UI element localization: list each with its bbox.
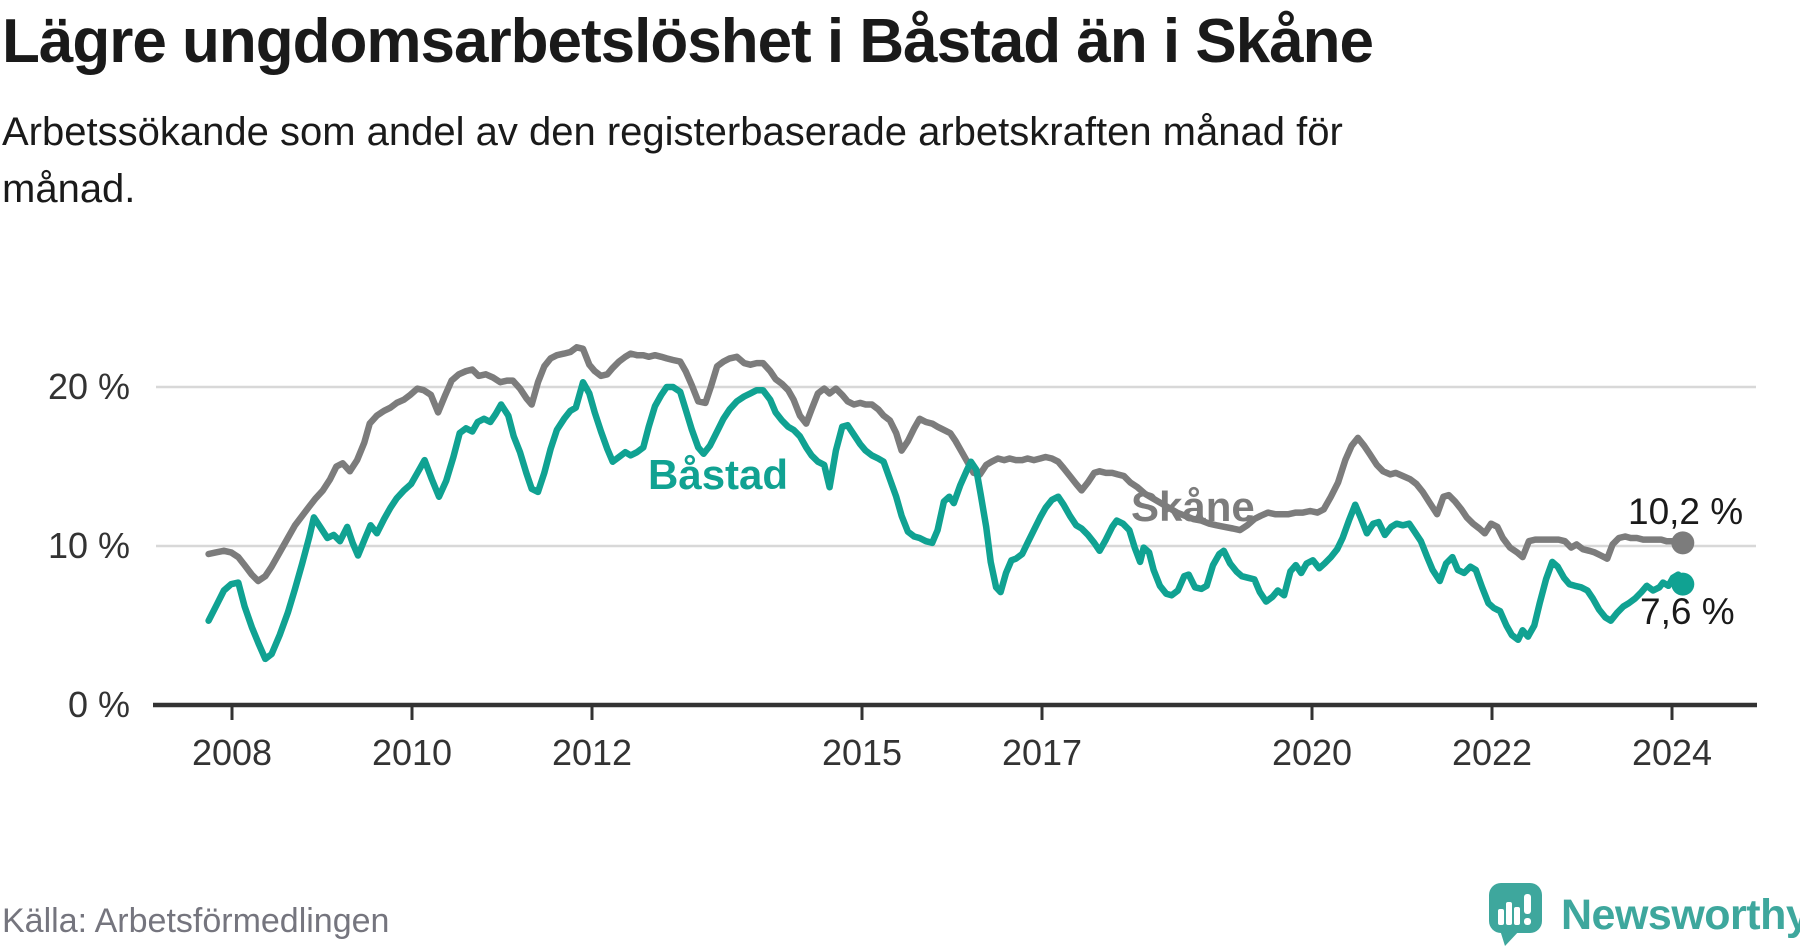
- y-axis-labels: 0 % 10 % 20 %: [48, 366, 130, 725]
- newsworthy-logo: Newsworthy: [1488, 882, 1800, 948]
- y-tick-label: 20 %: [48, 366, 130, 407]
- chart-subtitle: Arbetssökande som andel av den registerb…: [2, 110, 1343, 211]
- skane-end-value-label: 10,2 %: [1628, 491, 1743, 532]
- bastad-end-dot: [1671, 572, 1695, 596]
- y-tick-label: 0 %: [68, 684, 130, 725]
- skane-end-dot: [1671, 531, 1695, 555]
- chart-title: Lägre ungdomsarbetslöshet i Båstad än i …: [2, 7, 1374, 76]
- y-tick-label: 10 %: [48, 525, 130, 566]
- skane-series-label: Skåne: [1131, 483, 1255, 530]
- x-tick-label: 2017: [1002, 732, 1082, 773]
- x-tick-label: 2015: [822, 732, 902, 773]
- x-tick-label: 2012: [552, 732, 632, 773]
- newsworthy-logo-text: Newsworthy: [1561, 890, 1800, 939]
- x-tick-label: 2020: [1272, 732, 1352, 773]
- x-tick-label: 2022: [1452, 732, 1532, 773]
- source-note: Källa: Arbetsförmedlingen: [2, 902, 390, 940]
- bastad-series-label: Båstad: [648, 451, 788, 498]
- skane-line: [205, 344, 1687, 585]
- gridlines: [156, 385, 1756, 548]
- series-lines: [205, 344, 1695, 663]
- x-tick-label: 2010: [372, 732, 452, 773]
- bastad-line: [205, 378, 1687, 663]
- x-axis-tick-labels: 2008 2010 2012 2015 2017 2020 2022 2024: [192, 732, 1712, 773]
- x-tick-label: 2008: [192, 732, 272, 773]
- x-axis-ticks: [230, 706, 1674, 720]
- x-tick-label: 2024: [1632, 732, 1712, 773]
- newsworthy-logo-icon: [1489, 883, 1542, 946]
- bastad-end-value-label: 7,6 %: [1640, 591, 1735, 632]
